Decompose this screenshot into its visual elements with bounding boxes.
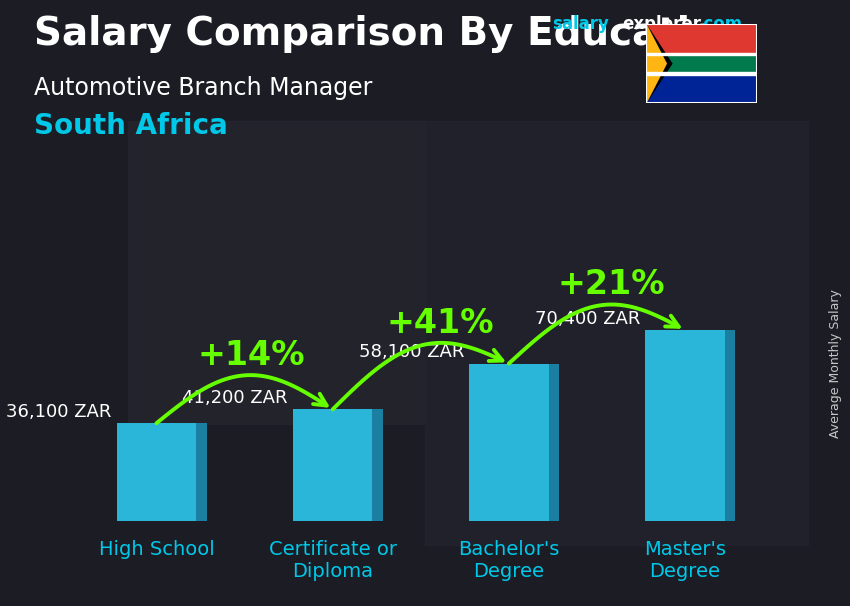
Text: 36,100 ZAR: 36,100 ZAR [6, 403, 111, 421]
Bar [646, 64, 756, 103]
Polygon shape [725, 330, 735, 521]
Polygon shape [548, 364, 559, 521]
Bar [645, 330, 725, 521]
Text: +41%: +41% [387, 307, 495, 340]
Text: 58,100 ZAR: 58,100 ZAR [359, 343, 464, 361]
Bar [646, 24, 756, 64]
Text: Salary Comparison By Education: Salary Comparison By Education [34, 15, 745, 53]
Text: Average Monthly Salary: Average Monthly Salary [829, 289, 842, 438]
Bar [116, 423, 196, 521]
Text: explorer: explorer [622, 15, 701, 33]
Polygon shape [646, 24, 666, 103]
Text: South Africa: South Africa [34, 112, 228, 140]
Bar [646, 53, 756, 55]
Text: Automotive Branch Manager: Automotive Branch Manager [34, 76, 372, 100]
Text: .com: .com [697, 15, 742, 33]
Polygon shape [372, 410, 382, 521]
Bar [128, 121, 425, 424]
Bar [646, 72, 756, 75]
Polygon shape [196, 423, 207, 521]
Bar [425, 121, 808, 545]
Text: +21%: +21% [558, 268, 665, 301]
Polygon shape [646, 24, 672, 103]
Text: 41,200 ZAR: 41,200 ZAR [182, 389, 287, 407]
Text: 70,400 ZAR: 70,400 ZAR [535, 310, 640, 328]
Text: +14%: +14% [197, 339, 305, 372]
Text: salary: salary [552, 15, 609, 33]
Bar [293, 410, 372, 521]
Bar [646, 54, 756, 73]
Bar [469, 364, 548, 521]
